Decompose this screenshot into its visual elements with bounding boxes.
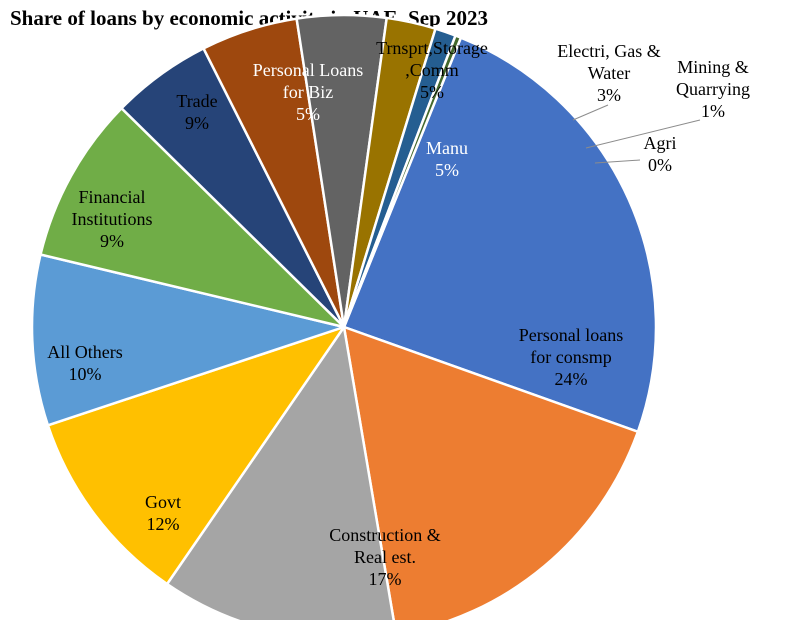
slice-label-8: Manu 5% (426, 138, 468, 180)
pie-slice-1 (342, 325, 640, 620)
slice-label-2: Govt 12% (145, 492, 181, 534)
slice-label-line: 5% (296, 104, 320, 124)
slice-label-line: Electri, Gas & (557, 41, 660, 61)
slice-label-line: Water (588, 63, 631, 83)
slice-label-line: ,Comm (405, 60, 459, 80)
slice-label-7: Trnsprt,Storage ,Comm 5% (376, 38, 488, 102)
slice-label-line: All Others (47, 342, 123, 362)
pie-slice-11 (342, 34, 463, 329)
slice-label-line: Manu (426, 138, 468, 158)
leader-line-9 (572, 104, 609, 121)
slice-label-5: Trade 9% (176, 91, 217, 133)
slice-label-line: for consmp (530, 347, 611, 367)
slice-label-0: Personal loans for consmp 24% (519, 325, 623, 389)
slice-label-line: Agri (644, 133, 677, 153)
slice-label-line: Govt (145, 492, 181, 512)
pie-slice-5 (39, 106, 346, 329)
leader-line-10 (585, 119, 701, 149)
slice-label-line: Construction & (329, 525, 441, 545)
slice-label-line: 5% (420, 82, 444, 102)
slice-label-line: Trnsprt,Storage (376, 38, 488, 58)
slice-label-1: Construction & Real est. 17% (329, 525, 441, 589)
pie-slices (30, 13, 658, 620)
slice-label-line: Real est. (354, 547, 416, 567)
slice-label-line: Personal loans (519, 325, 623, 345)
slice-label-line: 17% (369, 569, 402, 589)
slice-label-line: 24% (555, 369, 588, 389)
slice-label-line: 5% (435, 160, 459, 180)
slice-label-line: 3% (597, 85, 621, 105)
leader-lines (572, 104, 701, 164)
pie-slice-3 (46, 325, 346, 586)
slice-label-line: Mining & (677, 57, 749, 77)
slice-label-line: Financial (79, 187, 146, 207)
pie-slice-2 (165, 325, 395, 620)
slice-label-line: Trade (176, 91, 217, 111)
slice-label-11: Agri 0% (644, 133, 677, 175)
slice-label-line: 12% (147, 514, 180, 534)
slice-label-6: Personal Loans for Biz 5% (253, 60, 363, 124)
slice-label-line: 10% (69, 364, 102, 384)
slice-label-line: Institutions (71, 209, 152, 229)
slice-label-3: All Others 10% (47, 342, 123, 384)
pie-slice-4 (30, 253, 346, 427)
slice-label-line: Personal Loans (253, 60, 363, 80)
slice-label-line: 0% (648, 155, 672, 175)
slice-label-line: Quarrying (676, 79, 750, 99)
slice-label-line: for Biz (283, 82, 333, 102)
slice-label-line: 9% (185, 113, 209, 133)
slice-label-9: Electri, Gas & Water 3% (557, 41, 660, 105)
slice-label-10: Mining & Quarrying 1% (676, 57, 750, 121)
slice-labels: Personal loans for consmp 24% Construction … (47, 38, 750, 589)
slice-label-line: 1% (701, 101, 725, 121)
slice-label-4: Financial Institutions 9% (71, 187, 152, 251)
slice-label-line: 9% (100, 231, 124, 251)
leader-line-11 (594, 159, 641, 164)
